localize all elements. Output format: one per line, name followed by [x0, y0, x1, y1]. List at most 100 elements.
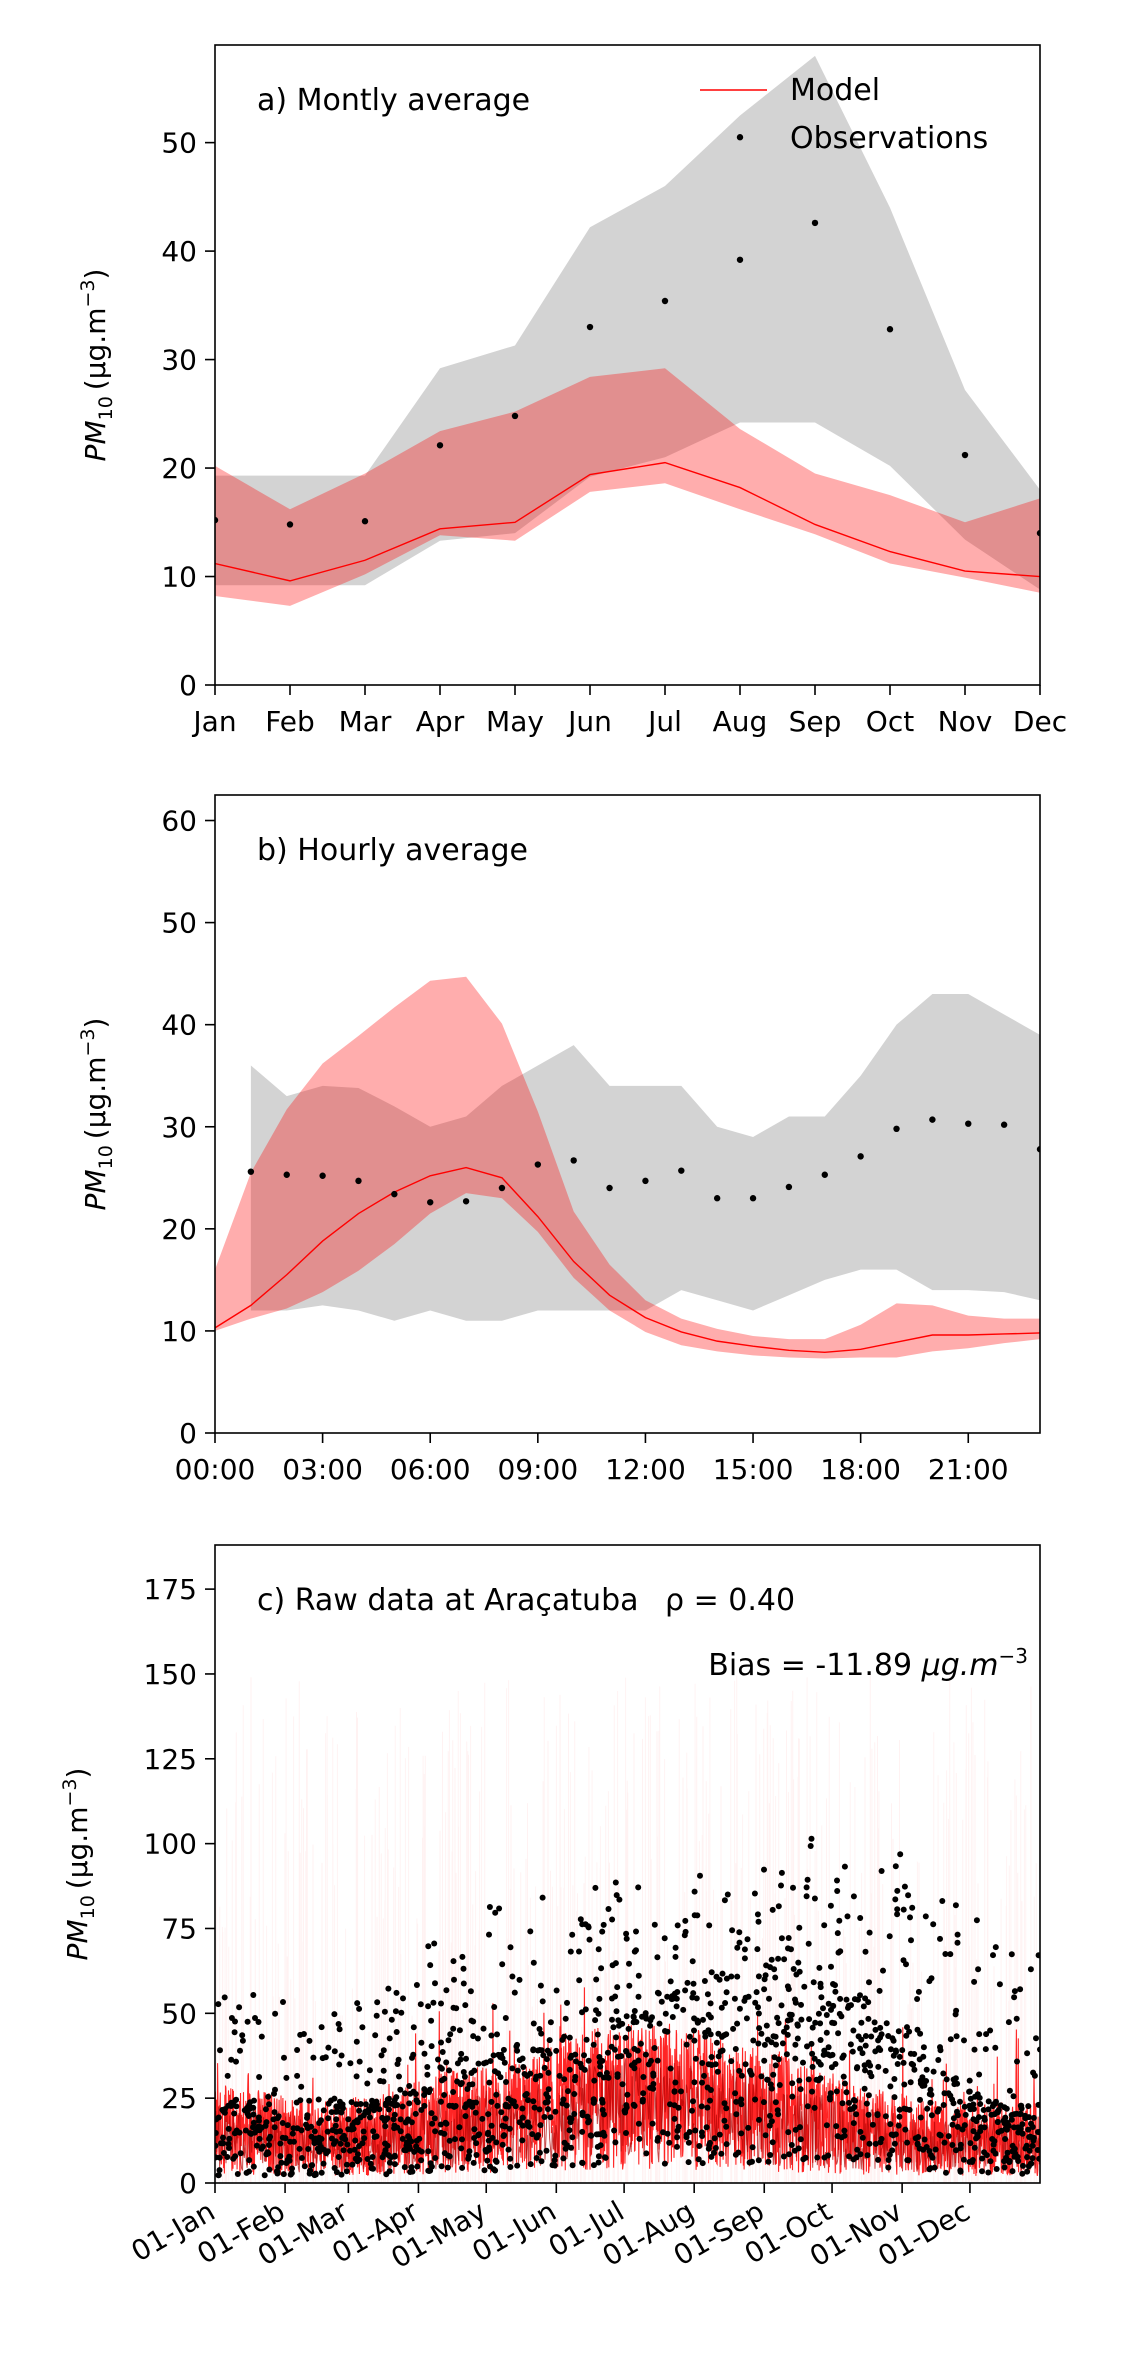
observation-point — [790, 1884, 796, 1891]
observation-point — [566, 2066, 573, 2073]
observation-point — [246, 2168, 252, 2175]
observation-point — [446, 2067, 453, 2074]
x-tick-label: Feb — [265, 705, 315, 738]
panel-title: b) Hourly average — [257, 833, 528, 868]
observation-point — [950, 2100, 957, 2107]
observation-point — [595, 2153, 602, 2160]
observation-point — [976, 2031, 983, 2038]
observation-point — [836, 2010, 843, 2017]
observation-point — [924, 2105, 931, 2112]
observation-point — [339, 2135, 346, 2141]
observation-point — [412, 2110, 419, 2117]
observation-point — [294, 2072, 301, 2079]
observation-point — [330, 2140, 337, 2147]
observation-point — [808, 1835, 815, 1842]
observation-point — [769, 2139, 776, 2146]
observation-point — [705, 2061, 712, 2068]
observation-point — [661, 2160, 668, 2167]
y-tick-label: 0 — [179, 2167, 197, 2200]
observation-point — [319, 1172, 326, 1179]
observation-point — [961, 2103, 968, 2110]
observation-point — [995, 2107, 1002, 2113]
observation-point — [603, 2070, 610, 2076]
observation-point — [712, 2145, 719, 2151]
observation-point — [246, 2157, 253, 2164]
observation-point — [626, 1982, 633, 1989]
observation-point — [885, 2164, 892, 2171]
observation-point — [723, 1989, 730, 1996]
observation-point — [772, 2033, 779, 2040]
observation-point — [945, 2133, 952, 2140]
observation-point — [974, 2133, 981, 2140]
observation-point — [485, 2111, 492, 2118]
observation-point — [941, 2139, 948, 2146]
observation-point — [250, 2163, 257, 2170]
observation-point — [785, 1935, 792, 1941]
observation-point — [788, 2011, 795, 2018]
observation-point — [625, 2025, 632, 2032]
observation-point — [928, 1975, 935, 1982]
observation-point — [862, 2033, 869, 2039]
observation-point — [471, 2126, 478, 2133]
observation-point — [857, 2045, 864, 2052]
observation-point — [649, 2120, 656, 2127]
observation-point — [704, 2084, 711, 2091]
observation-point — [265, 2150, 272, 2157]
observation-point — [397, 2128, 404, 2135]
observation-point — [971, 2046, 978, 2053]
observation-point — [567, 2115, 573, 2122]
observation-point — [736, 1939, 743, 1946]
observation-point — [912, 2135, 919, 2142]
observation-point — [722, 2000, 729, 2006]
observation-point — [768, 1956, 775, 1963]
observation-point — [927, 2099, 934, 2106]
observation-point — [561, 2076, 568, 2083]
observation-point — [493, 2139, 500, 2146]
observation-point — [462, 1198, 470, 1205]
panel-hourly-average: 0 10 20 30 40 50 60 00:00 03:00 06:00 09:00 12:00 15… — [77, 794, 1041, 1486]
observation-point — [543, 2056, 550, 2063]
observation-point — [973, 1917, 980, 1924]
observation-point — [256, 2135, 263, 2142]
observation-point — [572, 2051, 579, 2058]
observation-point — [825, 2000, 832, 2007]
observation-point — [840, 2073, 847, 2080]
observation-point — [289, 2130, 296, 2137]
observation-point — [664, 1993, 671, 2000]
observation-point — [930, 2068, 937, 2075]
panel-title: a) Montly average — [257, 83, 530, 118]
observation-point — [949, 2121, 956, 2128]
observation-point — [382, 2116, 389, 2123]
observation-point — [290, 2125, 297, 2132]
observation-point — [466, 2148, 473, 2155]
y-tick-label: 75 — [161, 1912, 197, 1945]
observation-point — [690, 1980, 697, 1987]
observation-point — [281, 2054, 287, 2061]
observation-point — [901, 1883, 908, 1890]
observation-point — [914, 2026, 921, 2033]
observation-point — [979, 2155, 986, 2162]
observation-point — [723, 2123, 730, 2130]
observation-point — [673, 1995, 680, 2002]
observation-point — [654, 2057, 661, 2064]
observation-point — [359, 2140, 366, 2147]
observation-point — [483, 2148, 490, 2155]
observation-point — [598, 1965, 605, 1972]
observation-point — [556, 2072, 563, 2079]
observation-point — [815, 2010, 822, 2017]
observation-point — [362, 2101, 369, 2108]
observation-point — [546, 2037, 553, 2044]
observation-point — [392, 2008, 399, 2015]
observation-point — [717, 2048, 724, 2055]
observation-point — [865, 2111, 872, 2118]
observation-point — [237, 2047, 243, 2054]
observation-point — [452, 2136, 458, 2143]
observation-point — [732, 2151, 739, 2158]
observation-point — [821, 1171, 828, 1178]
panel-raw-data: 025507510012515017501-Jan01-Feb01-Mar01-… — [59, 1544, 1041, 2275]
observation-point — [255, 2019, 262, 2025]
observation-point — [502, 2101, 509, 2108]
observation-point — [917, 2114, 924, 2121]
observation-point — [718, 2004, 725, 2011]
observation-point — [320, 2107, 327, 2114]
